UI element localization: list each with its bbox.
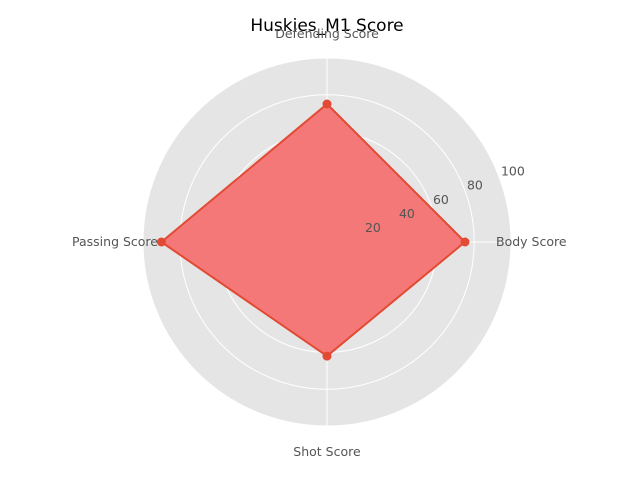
- category-label-0: Body Score: [496, 234, 567, 249]
- category-labels: Body Score Defending Score Passing Score Sh…: [72, 26, 567, 459]
- chart-title: Huskies_M1 Score: [250, 16, 403, 36]
- category-label-1: Defending Score: [275, 26, 379, 41]
- data-point-3: [322, 351, 332, 361]
- category-label-3: Shot Score: [293, 444, 361, 459]
- category-label-2: Passing Score: [72, 234, 158, 249]
- r-tick-label-4: 100: [501, 164, 525, 179]
- r-tick-label-1: 40: [399, 206, 415, 221]
- data-point-1: [322, 99, 332, 109]
- data-point-0: [460, 237, 470, 247]
- r-tick-label-0: 20: [365, 220, 381, 235]
- data-points: [156, 99, 470, 361]
- r-tick-label-2: 60: [433, 192, 449, 207]
- data-point-2: [156, 237, 166, 247]
- radial-tick-labels: 20 40 60 80 100: [365, 164, 525, 235]
- r-tick-label-3: 80: [467, 178, 483, 193]
